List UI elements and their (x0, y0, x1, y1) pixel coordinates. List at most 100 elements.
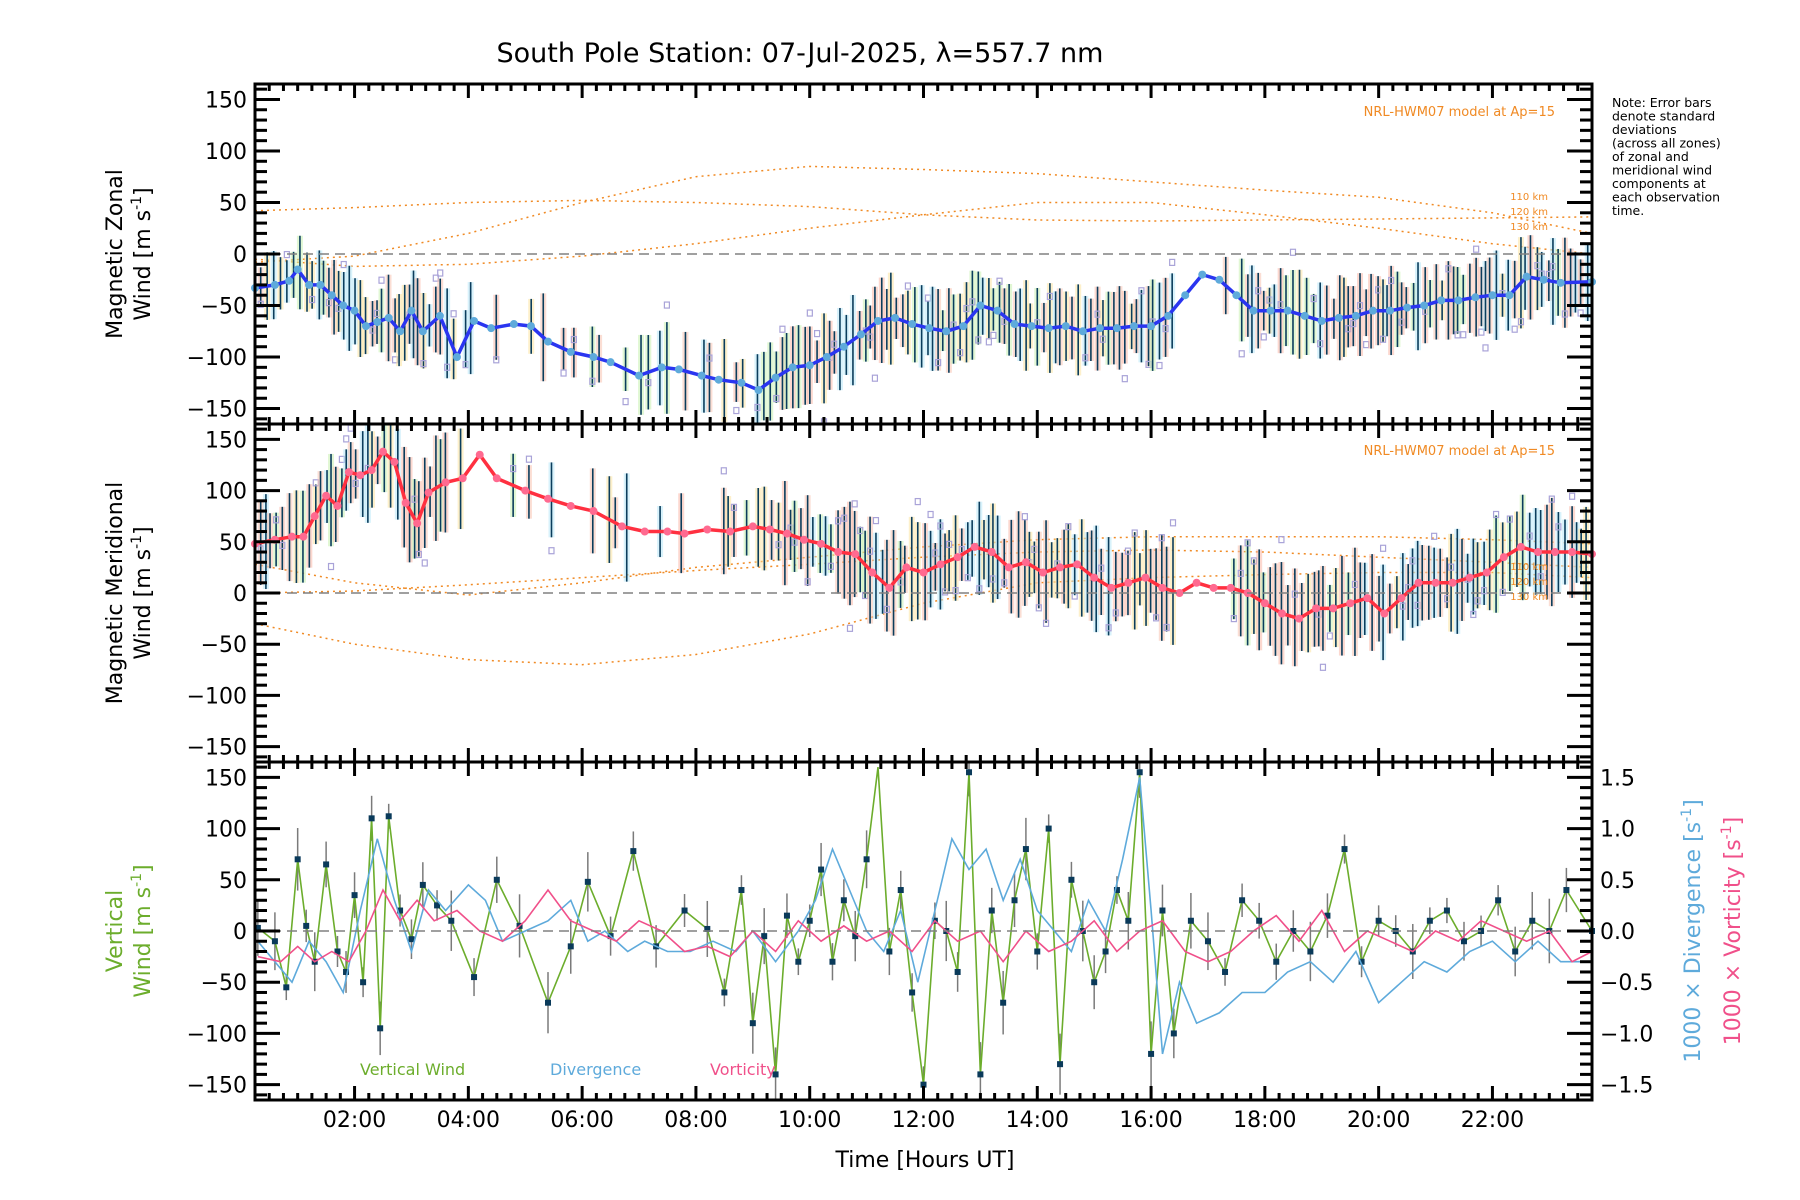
note-line: of zonal and (1612, 149, 1689, 164)
zone-sample (1537, 573, 1544, 581)
vertical-wind-point (1159, 907, 1166, 914)
mean-point (1522, 272, 1531, 281)
y-tick-label: 100 (205, 480, 247, 505)
mean-point (1061, 322, 1070, 331)
x-tick-label: 02:00 (323, 1108, 386, 1133)
y-tick-label: 100 (205, 140, 247, 165)
zone-sample (1042, 619, 1050, 627)
zonal-axes: 150 100 50 0 −50 −100 −150 (187, 82, 1594, 426)
mean-point (1056, 563, 1065, 572)
vertical-wind-point (1563, 887, 1570, 894)
vertical-wind-point (1068, 876, 1075, 883)
vertical-wind-point (738, 887, 745, 894)
zone-sample (1153, 614, 1160, 622)
divergence-y2label: 1000 × Divergence [s-1] (1679, 799, 1706, 1062)
mean-point (526, 322, 535, 331)
mean-point (390, 457, 399, 466)
mean-point (1164, 311, 1173, 320)
vertical-wind-point (1273, 958, 1280, 965)
zone-sample (1098, 564, 1105, 572)
mean-point (305, 280, 314, 289)
vertical-wind-point (761, 933, 768, 940)
note-line: meridional wind (1612, 163, 1712, 178)
vertical-wind-point (704, 925, 711, 932)
vertical-wind-point (567, 943, 574, 950)
mean-point (379, 447, 388, 456)
x-axis-label: Time [Hours UT] (835, 1148, 1015, 1173)
zone-sample (1379, 335, 1387, 343)
zone-sample (952, 587, 959, 595)
mean-point (1300, 311, 1309, 320)
zone-sample (834, 517, 842, 525)
vertical-wind-point (360, 979, 367, 986)
mean-point (993, 306, 1002, 315)
zone-sample (1517, 318, 1525, 326)
zone-sample (914, 497, 921, 506)
mean-point (1397, 594, 1406, 603)
zone-sample (935, 358, 942, 367)
y2-tick-label: 1.0 (1600, 818, 1635, 843)
y-tick-label: 50 (219, 531, 247, 556)
mean-point (1232, 291, 1241, 300)
zone-sample (1156, 361, 1163, 370)
zone-sample (1158, 534, 1165, 542)
mean-point (663, 527, 672, 536)
mean-point (492, 474, 501, 483)
vertical-wind-point (343, 968, 350, 975)
mean-point (1386, 306, 1395, 315)
mean-point (1471, 293, 1480, 302)
meridional-ylabel-line2: Wind [m s-1] (129, 526, 156, 659)
mean-point (800, 535, 809, 544)
x-tick-label: 20:00 (1347, 1108, 1410, 1133)
mean-point (1539, 275, 1548, 284)
y-tick-label: 50 (219, 869, 247, 894)
meridional-axes: 150 100 50 0 −50 −100 −150 (187, 422, 1594, 764)
vertical-wind-point (1125, 917, 1132, 924)
mean-point (316, 280, 325, 289)
zone-sample (804, 578, 811, 586)
vertical-wind-point (795, 958, 802, 965)
mean-point (1175, 589, 1184, 597)
y-tick-label: 150 (205, 766, 247, 791)
zone-sample (421, 559, 428, 567)
legend-vertical-wind: Vertical Wind (360, 1060, 465, 1079)
meridional-alt-120: 120 km (1510, 577, 1548, 588)
mean-point (1380, 609, 1389, 618)
zone-sample (1548, 495, 1555, 503)
zone-sample (883, 605, 891, 614)
axis-labels: Magnetic Zonal Wind [m s-1]Magnetic Merid… (103, 169, 1746, 1063)
zone-sample (1431, 532, 1438, 540)
y2-tick-label: 0.0 (1600, 920, 1635, 945)
zone-sample (964, 574, 971, 582)
mean-point (1192, 578, 1201, 587)
mean-point (1130, 322, 1139, 331)
mean-point (418, 327, 427, 336)
vertical-wind-point (818, 866, 825, 873)
mean-point (873, 316, 882, 325)
zone-sample (1326, 632, 1333, 640)
mean-point (441, 478, 450, 487)
mean-point (424, 488, 433, 497)
note-line: each observation (1612, 190, 1720, 205)
chart-title: South Pole Station: 07-Jul-2025, λ=557.7… (497, 38, 1104, 69)
vertical-wind-panel: 150 100 50 0 −50 −100 −150 02:00 04:00 06:00 08:00… (187, 760, 1653, 1133)
mean-point (680, 529, 689, 538)
mean-point (1420, 301, 1429, 310)
mean-point (1465, 573, 1474, 582)
zone-sample (1506, 515, 1513, 523)
vertical-wind-point (886, 948, 893, 955)
mean-point (726, 527, 735, 536)
zone-sample (1065, 523, 1072, 531)
mean-point (299, 532, 308, 541)
x-tick-label: 10:00 (778, 1108, 841, 1133)
mean-point (703, 525, 712, 534)
mean-point (589, 353, 598, 362)
mean-point (1346, 599, 1355, 608)
legend-divergence: Divergence (550, 1060, 641, 1079)
y-tick-label: −50 (201, 295, 247, 320)
zone-sample (937, 522, 944, 530)
mean-point (697, 371, 706, 380)
zone-sample (1379, 544, 1387, 552)
mean-point (452, 353, 461, 362)
mean-point (1488, 291, 1497, 300)
